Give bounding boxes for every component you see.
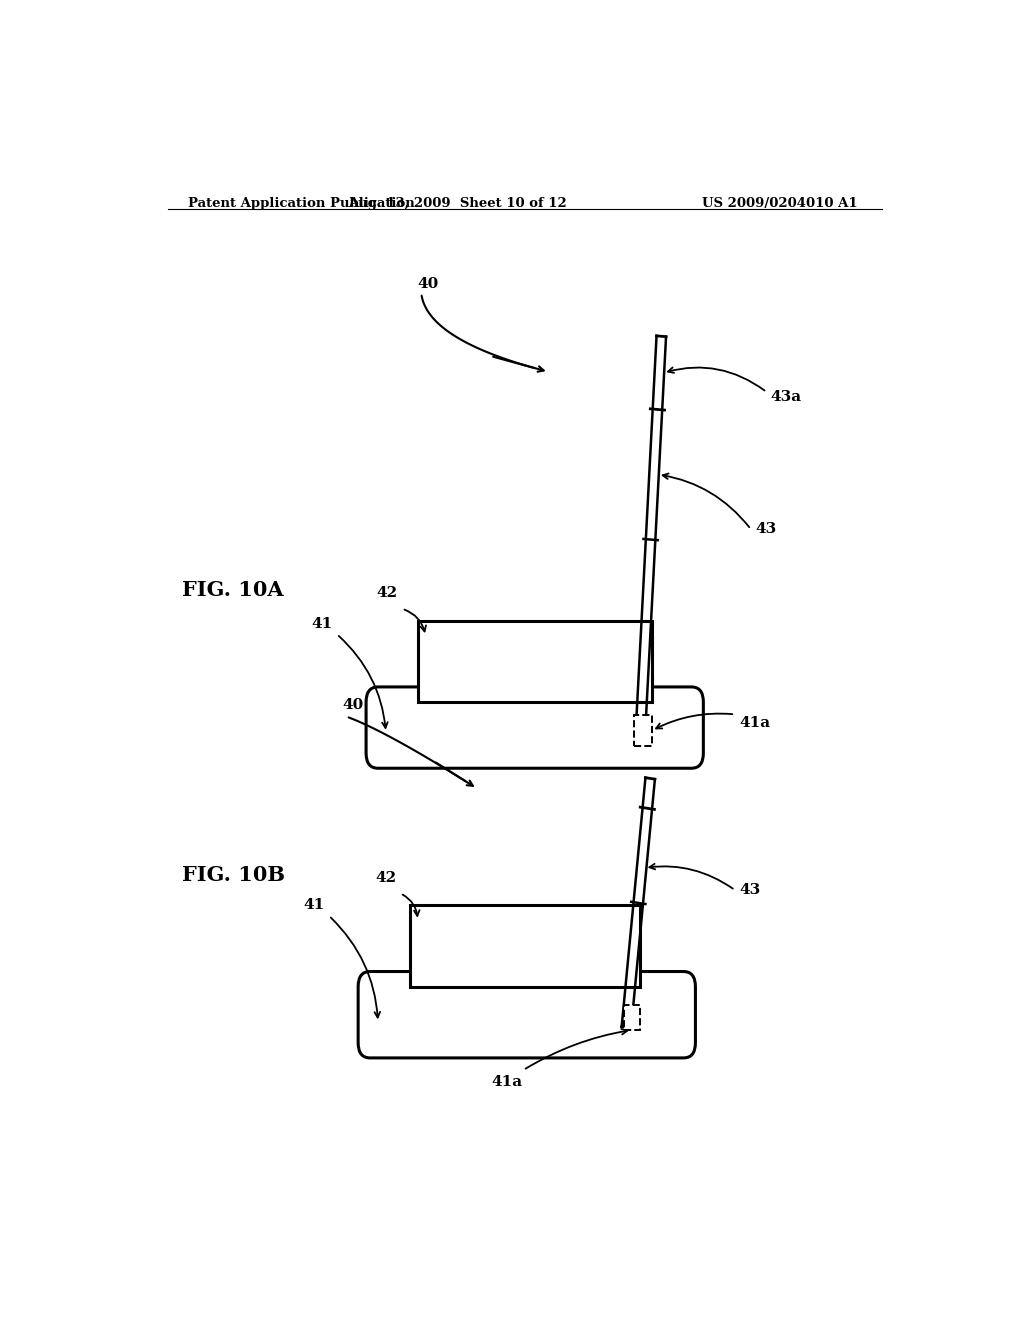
FancyBboxPatch shape	[358, 972, 695, 1057]
Text: 41a: 41a	[492, 1076, 523, 1089]
Text: 41a: 41a	[739, 715, 770, 730]
Text: 40: 40	[342, 698, 364, 713]
Text: 43: 43	[755, 523, 776, 536]
Text: US 2009/0204010 A1: US 2009/0204010 A1	[702, 197, 858, 210]
Text: 42: 42	[377, 586, 397, 601]
Text: 42: 42	[375, 871, 396, 884]
Text: FIG. 10A: FIG. 10A	[182, 581, 284, 601]
Text: 43a: 43a	[771, 391, 802, 404]
Text: 41: 41	[311, 616, 333, 631]
FancyBboxPatch shape	[367, 686, 703, 768]
Bar	[634, 715, 652, 746]
Text: FIG. 10B: FIG. 10B	[182, 865, 285, 884]
Text: Aug. 13, 2009  Sheet 10 of 12: Aug. 13, 2009 Sheet 10 of 12	[348, 197, 566, 210]
Text: 40: 40	[418, 276, 439, 290]
Bar	[410, 906, 640, 987]
Text: 43: 43	[739, 883, 761, 898]
Bar	[624, 1005, 640, 1030]
Text: 41: 41	[303, 899, 325, 912]
Bar	[418, 620, 652, 702]
Text: Patent Application Publication: Patent Application Publication	[187, 197, 415, 210]
